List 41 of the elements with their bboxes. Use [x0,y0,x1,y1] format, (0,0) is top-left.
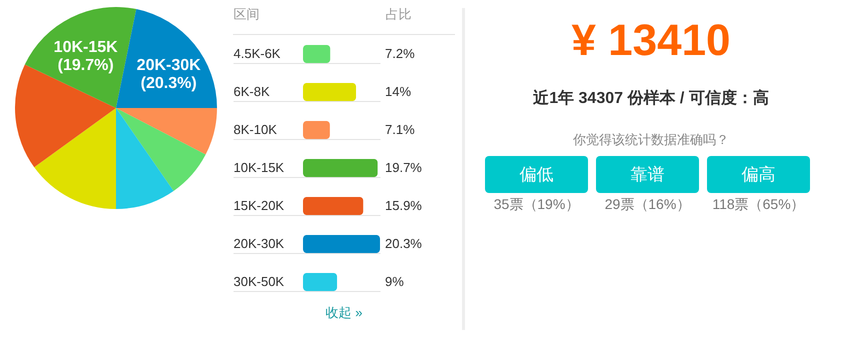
bar [303,158,378,178]
button: 偏高 [707,156,810,193]
text: 118票（65%） [711,196,806,214]
button: 偏低 [485,156,588,193]
data-label: 19.7% [385,160,422,175]
data-label: 20.3% [385,236,422,251]
bar [303,196,364,216]
y-tick-label: 6K-8K [234,84,270,99]
x-axis-title: 占比 [386,6,412,22]
text: 35票（19%） [492,196,580,214]
y-tick-label: 10K-15K [234,160,284,175]
slice-label: 20K-30K [136,57,202,74]
pie-slice [116,108,217,155]
text: 近1年 34307 份样本 / 可信度：高 [532,88,770,109]
bar [303,82,356,102]
data-label: (20.3%) [140,75,197,92]
y-axis-title: 区间 [234,6,260,22]
y-tick-label: 15K-20K [234,198,284,213]
pie-slice [116,108,174,209]
data-label: 7.1% [385,122,416,137]
pie-slice [24,7,136,108]
data-label: (19.7%) [58,57,114,74]
bar [303,44,330,64]
text: ¥ 13410 [570,16,732,66]
bar [303,272,338,292]
text: 29票（16%） [604,196,692,214]
text: 你觉得该统计数据准确吗？ [572,131,730,149]
data-label: 15.9% [385,198,422,213]
pie-slice [34,108,116,209]
data-label: 14% [385,84,412,99]
button: 靠谱 [596,156,699,193]
y-tick-label: 4.5K-6K [234,46,281,61]
y-tick-label: 20K-30K [234,236,284,251]
pie-slice [116,108,206,191]
bar [303,120,330,140]
data-label: 9% [385,274,404,289]
y-tick-label: 8K-10K [234,122,278,137]
y-tick-label: 30K-50K [234,274,284,289]
slice-label: 10K-15K [54,39,118,56]
text: 收起 » [324,304,364,322]
data-label: 7.2% [385,46,416,61]
